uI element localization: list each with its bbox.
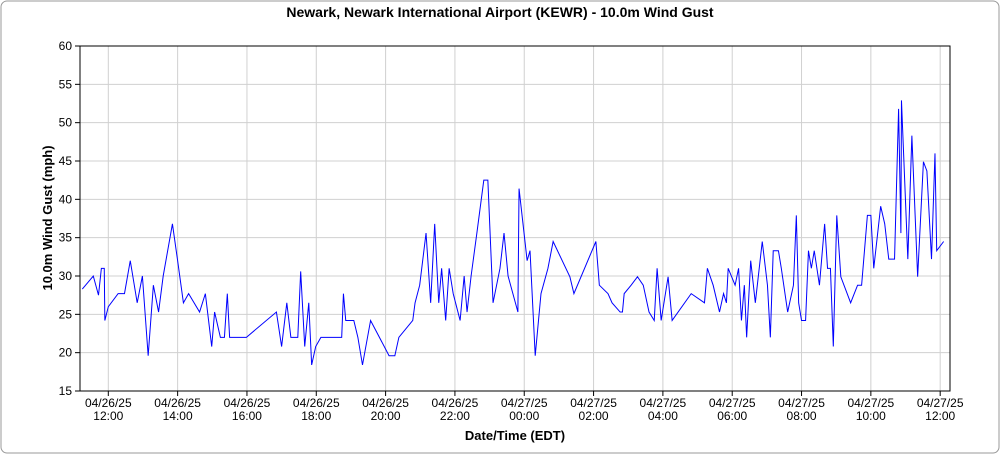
x-tick-label: 22:00 xyxy=(440,409,470,423)
x-tick-label: 04/27/25 xyxy=(570,396,617,410)
x-tick-label: 04/26/25 xyxy=(154,396,201,410)
x-tick-label: 00:00 xyxy=(509,409,539,423)
data-line xyxy=(81,100,945,366)
y-tick-label: 25 xyxy=(59,307,73,321)
y-tick-label: 60 xyxy=(59,39,73,53)
plot-border xyxy=(79,45,951,392)
y-tick-label: 20 xyxy=(59,346,73,360)
x-tick-label: 12:00 xyxy=(93,409,123,423)
x-tick-label: 08:00 xyxy=(787,409,817,423)
x-tick-label: 04/27/25 xyxy=(640,396,687,410)
x-tick-label: 04/27/25 xyxy=(709,396,756,410)
x-tick-label: 04:00 xyxy=(648,409,678,423)
y-tick-label: 40 xyxy=(59,192,73,206)
x-axis-title: Date/Time (EDT) xyxy=(465,428,565,443)
x-tick-label: 20:00 xyxy=(371,409,401,423)
y-tick-label: 30 xyxy=(59,269,73,283)
y-tick-label: 55 xyxy=(59,77,73,91)
x-tick-label: 16:00 xyxy=(232,409,262,423)
x-tick-label: 04/27/25 xyxy=(847,396,894,410)
chart-title: Newark, Newark International Airport (KE… xyxy=(286,4,714,20)
x-tick-label: 04/27/25 xyxy=(501,396,548,410)
y-tick-label: 50 xyxy=(59,116,73,130)
x-tick-label: 04/27/25 xyxy=(778,396,825,410)
x-tick-label: 10:00 xyxy=(856,409,886,423)
y-tick-label: 45 xyxy=(59,154,73,168)
y-axis-title: 10.0m Wind Gust (mph) xyxy=(40,145,55,290)
x-tick-label: 04/26/25 xyxy=(293,396,340,410)
x-tick-label: 04/26/25 xyxy=(432,396,479,410)
y-tick-label: 15 xyxy=(59,384,73,398)
x-tick-label: 04/26/25 xyxy=(85,396,132,410)
x-tick-label: 04/26/25 xyxy=(224,396,271,410)
x-tick-label: 06:00 xyxy=(717,409,747,423)
x-tick-label: 02:00 xyxy=(579,409,609,423)
y-tick-label: 35 xyxy=(59,231,73,245)
x-tick-label: 12:00 xyxy=(925,409,955,423)
x-tick-label: 04/26/25 xyxy=(362,396,409,410)
x-tick-label: 14:00 xyxy=(163,409,193,423)
x-tick-label: 18:00 xyxy=(301,409,331,423)
x-tick-label: 04/27/25 xyxy=(917,396,964,410)
